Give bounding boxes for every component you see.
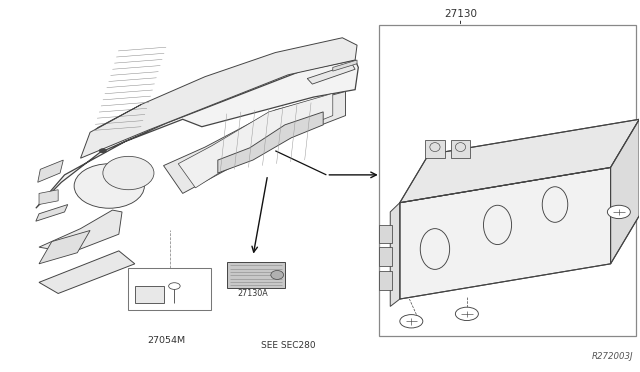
Polygon shape xyxy=(380,247,392,266)
Polygon shape xyxy=(400,119,639,203)
Polygon shape xyxy=(426,140,445,158)
Circle shape xyxy=(456,307,478,321)
Polygon shape xyxy=(38,160,63,182)
Polygon shape xyxy=(135,286,164,303)
Ellipse shape xyxy=(103,156,154,190)
Text: 27130A: 27130A xyxy=(237,289,268,298)
Polygon shape xyxy=(164,92,346,193)
Polygon shape xyxy=(39,231,90,264)
Polygon shape xyxy=(307,64,355,84)
Polygon shape xyxy=(36,60,358,208)
Polygon shape xyxy=(36,205,68,221)
Polygon shape xyxy=(333,60,357,71)
Circle shape xyxy=(99,148,107,153)
Polygon shape xyxy=(95,105,141,130)
Ellipse shape xyxy=(74,164,145,208)
Text: 27130: 27130 xyxy=(444,9,477,19)
Circle shape xyxy=(400,315,423,328)
Polygon shape xyxy=(380,271,392,290)
Polygon shape xyxy=(227,262,285,288)
Polygon shape xyxy=(178,93,333,188)
Text: R272003J: R272003J xyxy=(591,352,633,361)
Text: SEE SEC280: SEE SEC280 xyxy=(260,341,316,350)
Polygon shape xyxy=(451,140,470,158)
Polygon shape xyxy=(390,203,400,307)
Polygon shape xyxy=(400,167,611,299)
Polygon shape xyxy=(380,225,392,243)
Bar xyxy=(380,25,636,336)
Circle shape xyxy=(169,283,180,289)
Polygon shape xyxy=(39,251,135,294)
Bar xyxy=(129,267,211,310)
Polygon shape xyxy=(81,38,357,158)
Circle shape xyxy=(607,205,630,219)
Polygon shape xyxy=(39,210,122,253)
Polygon shape xyxy=(218,112,323,173)
Polygon shape xyxy=(611,119,639,264)
Polygon shape xyxy=(39,190,58,205)
Ellipse shape xyxy=(271,270,284,279)
Text: 27054M: 27054M xyxy=(148,336,186,346)
